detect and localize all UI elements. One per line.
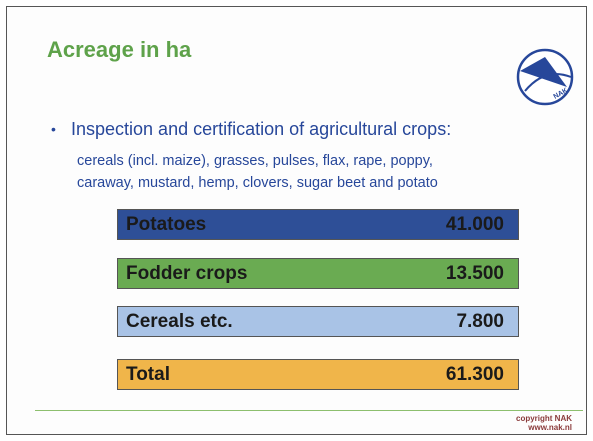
footer-text: www.nak.nl (528, 423, 572, 432)
table-row: Cereals etc. 7.800 (117, 306, 519, 337)
divider (35, 410, 583, 411)
title: Acreage in ha (47, 37, 192, 62)
table-row: Total 61.300 (117, 359, 519, 390)
row-value: 7.800 (456, 311, 504, 332)
row-value: 41.000 (445, 214, 504, 235)
bullet-text: Inspection and certification of agricult… (71, 119, 452, 139)
slide: Acreage in ha NAK Inspection and certifi… (6, 6, 587, 435)
row-value: 13.500 (445, 263, 504, 284)
row-label: Potatoes (126, 214, 207, 235)
row-label: Cereals etc. (126, 311, 233, 332)
logo: NAK (516, 48, 574, 106)
row-label: Total (126, 364, 170, 385)
row-value: 61.300 (445, 364, 504, 385)
row-label: Fodder crops (126, 263, 248, 284)
table-row: Potatoes 41.000 (117, 209, 519, 240)
description-line: cereals (incl. maize), grasses, pulses, … (77, 153, 433, 169)
footer-text: copyright NAK (516, 414, 572, 423)
description-line: caraway, mustard, hemp, clovers, sugar b… (77, 175, 438, 191)
table-row: Fodder crops 13.500 (117, 258, 519, 289)
bullet: Inspection and certification of agricult… (51, 119, 452, 140)
